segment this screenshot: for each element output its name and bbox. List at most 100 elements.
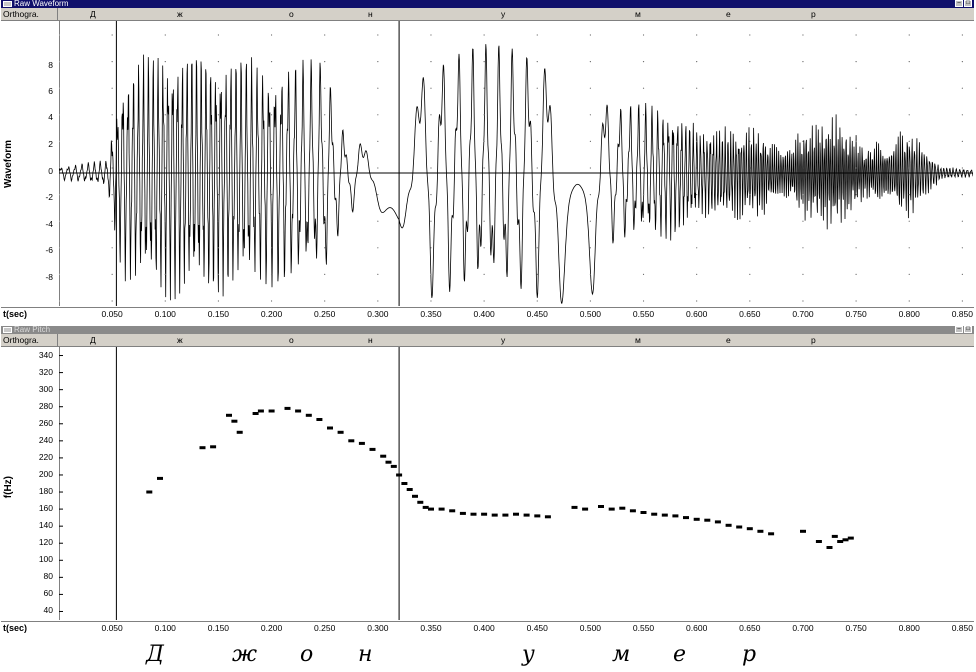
y-tick-label: 120	[38, 537, 53, 548]
ortho-segment[interactable]: н	[368, 9, 373, 19]
orthography-tier[interactable]: Orthogra. Д ж о н у м е р	[1, 8, 974, 21]
pitch-point	[449, 509, 456, 513]
waveform-titlebar[interactable]: Raw Waveform – □	[1, 0, 974, 8]
x-tick-label: 0.450	[526, 309, 548, 319]
y-tick-label: 200	[38, 468, 53, 479]
window-menu-icon[interactable]	[3, 327, 12, 333]
pitch-point	[651, 512, 658, 516]
x-tick-label: 0.150	[207, 623, 230, 633]
pitch-point	[672, 514, 679, 518]
grid-dot	[961, 194, 963, 196]
grid-dot	[324, 87, 326, 89]
ortho-segment[interactable]: р	[811, 9, 816, 19]
x-tick-label: 0.750	[845, 623, 867, 633]
grid-dot	[749, 61, 751, 63]
grid-dot	[642, 34, 645, 36]
ortho-segment[interactable]: н	[368, 335, 373, 345]
y-tick-label: 40	[43, 605, 53, 616]
grid-dot	[696, 34, 698, 36]
pitch-titlebar[interactable]: Raw Pitch – □	[1, 326, 974, 334]
ortho-segment[interactable]: о	[289, 9, 294, 19]
pitch-point	[428, 507, 434, 511]
waveform-window-title: Raw Waveform	[14, 0, 69, 8]
grid-dot	[961, 114, 963, 116]
grid-dot	[59, 300, 60, 302]
orthography-tier[interactable]: Orthogra. Д ж о н у м е р	[1, 334, 974, 347]
grid-dot	[961, 273, 963, 275]
grid-dot	[483, 87, 485, 89]
ortho-segment[interactable]: у	[501, 9, 506, 19]
grid-dot	[164, 34, 166, 36]
maximize-button[interactable]: □	[964, 326, 972, 333]
ortho-segment[interactable]: ж	[177, 335, 183, 345]
ortho-segment[interactable]: Д	[90, 335, 96, 345]
grid-dot	[696, 273, 698, 275]
minimize-button[interactable]: –	[955, 326, 963, 333]
grid-dot	[111, 114, 113, 116]
grid-dot	[270, 114, 273, 116]
ortho-segment[interactable]: м	[635, 9, 641, 19]
grid-dot	[961, 220, 963, 222]
waveform-svg[interactable]	[59, 21, 973, 306]
waveform-plot[interactable]	[59, 21, 973, 306]
grid-dot	[536, 220, 538, 222]
grid-dot	[483, 140, 485, 142]
ortho-segment[interactable]: е	[726, 9, 731, 19]
pitch-point	[305, 413, 312, 417]
grid-dot	[164, 247, 166, 249]
grid-dot	[217, 167, 220, 169]
grid-dot	[802, 61, 804, 63]
waveform-trace	[59, 44, 973, 304]
x-tick-label: 0.700	[792, 309, 814, 319]
ortho-segment[interactable]: р	[811, 335, 816, 345]
grid-dot	[483, 167, 485, 169]
grid-dot	[802, 273, 804, 275]
pitch-point	[257, 409, 264, 413]
grid-dot	[642, 114, 645, 116]
pitch-point	[629, 509, 636, 513]
pitch-point	[268, 409, 275, 413]
grid-dot	[483, 220, 485, 222]
grid-dot	[430, 220, 432, 222]
ortho-segment[interactable]: е	[726, 335, 731, 345]
y-tick-label: 340	[38, 349, 53, 360]
pitch-point	[826, 546, 833, 549]
ortho-segment[interactable]: у	[501, 335, 506, 345]
pitch-plot[interactable]	[59, 347, 973, 620]
pitch-point	[534, 514, 541, 518]
pitch-svg[interactable]	[59, 347, 973, 620]
pitch-point	[725, 523, 732, 527]
ortho-segment[interactable]: ж	[177, 9, 183, 19]
maximize-button[interactable]: □	[964, 0, 972, 7]
grid-dot	[111, 273, 113, 275]
grid-dot	[908, 273, 910, 275]
grid-dot	[749, 114, 751, 116]
grid-dot	[908, 220, 910, 222]
ortho-segment[interactable]: о	[289, 335, 294, 345]
grid-dot	[377, 34, 379, 36]
window-menu-icon[interactable]	[3, 1, 12, 7]
window-buttons: – □	[955, 0, 972, 8]
grid-dot	[111, 34, 113, 36]
waveform-y-axis-label: Waveform	[3, 140, 14, 188]
grid-dot	[59, 140, 60, 142]
grid-dot	[802, 300, 804, 302]
grid-dot	[377, 300, 379, 302]
grid-dot	[642, 140, 645, 142]
grid-dot	[855, 247, 857, 249]
grid-dot	[536, 300, 538, 302]
y-tick-label: 2	[48, 139, 53, 149]
pitch-point	[157, 476, 163, 480]
pitch-point	[401, 482, 408, 485]
grid-dot	[164, 220, 166, 222]
ortho-segment[interactable]: Д	[90, 9, 96, 19]
ortho-segment[interactable]: м	[635, 335, 641, 345]
x-tick-label: 0.550	[632, 623, 655, 633]
y-tick-label: 220	[38, 451, 53, 462]
grid-dot	[270, 273, 273, 275]
pitch-point	[491, 513, 498, 517]
grid-dot	[59, 194, 60, 196]
pitch-point	[327, 426, 333, 430]
minimize-button[interactable]: –	[955, 0, 963, 7]
pitch-y-axis-label: f(Hz)	[3, 476, 14, 499]
